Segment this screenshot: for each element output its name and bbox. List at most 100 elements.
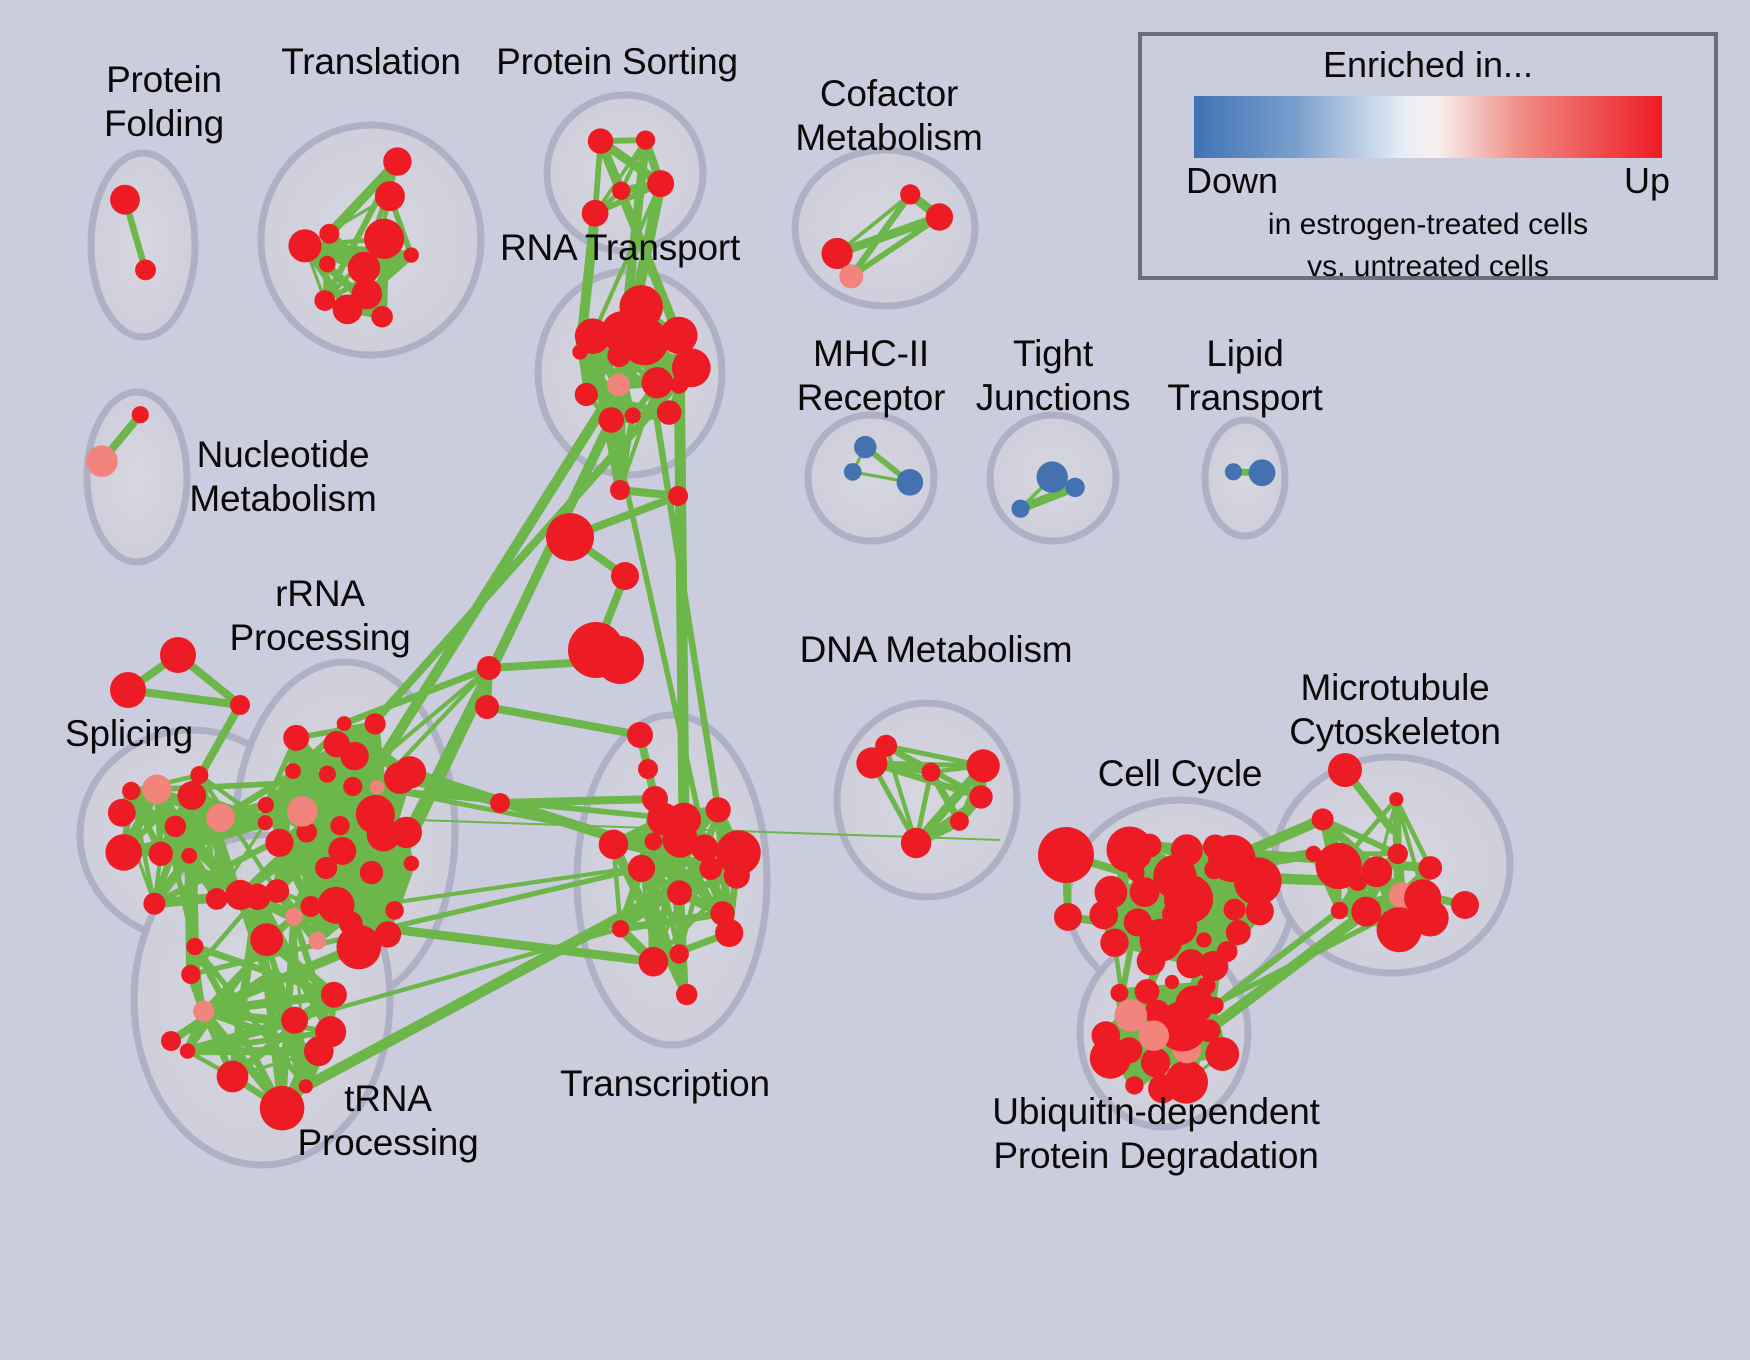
- network-node[interactable]: [374, 181, 405, 212]
- network-node[interactable]: [1224, 463, 1242, 481]
- network-node[interactable]: [265, 828, 294, 858]
- network-node[interactable]: [1196, 932, 1212, 948]
- network-node[interactable]: [716, 830, 761, 876]
- network-node[interactable]: [1170, 834, 1203, 867]
- network-node[interactable]: [574, 318, 611, 355]
- network-node[interactable]: [669, 944, 689, 964]
- network-node[interactable]: [587, 128, 614, 154]
- network-node[interactable]: [315, 856, 338, 880]
- network-node[interactable]: [403, 855, 420, 872]
- network-node[interactable]: [596, 636, 644, 684]
- network-node[interactable]: [966, 749, 1000, 783]
- network-node[interactable]: [1036, 461, 1068, 493]
- network-node[interactable]: [896, 469, 924, 496]
- network-node[interactable]: [323, 731, 350, 758]
- network-node[interactable]: [1311, 808, 1334, 831]
- network-node[interactable]: [1387, 843, 1408, 864]
- network-node[interactable]: [1054, 903, 1082, 931]
- network-node[interactable]: [676, 983, 698, 1006]
- network-node[interactable]: [705, 797, 731, 823]
- network-node[interactable]: [343, 776, 363, 797]
- network-node[interactable]: [821, 237, 853, 270]
- network-node[interactable]: [1100, 928, 1129, 957]
- network-node[interactable]: [839, 264, 864, 289]
- network-node[interactable]: [1038, 827, 1094, 883]
- network-node[interactable]: [624, 407, 641, 424]
- network-node[interactable]: [318, 765, 336, 783]
- network-node[interactable]: [403, 247, 419, 263]
- network-node[interactable]: [1138, 1020, 1170, 1051]
- network-node[interactable]: [635, 130, 656, 150]
- network-node[interactable]: [1376, 907, 1422, 953]
- network-node[interactable]: [1094, 875, 1128, 909]
- network-node[interactable]: [110, 184, 140, 215]
- network-node[interactable]: [336, 924, 382, 970]
- network-node[interactable]: [1225, 920, 1251, 945]
- network-node[interactable]: [1157, 1001, 1208, 1052]
- network-node[interactable]: [610, 480, 630, 500]
- network-node[interactable]: [581, 199, 609, 227]
- network-node[interactable]: [298, 1079, 313, 1094]
- network-node[interactable]: [285, 763, 301, 779]
- network-node[interactable]: [319, 223, 340, 244]
- network-node[interactable]: [328, 837, 357, 865]
- network-node[interactable]: [1089, 1037, 1131, 1079]
- network-node[interactable]: [475, 695, 499, 719]
- network-node[interactable]: [900, 827, 932, 859]
- network-node[interactable]: [644, 832, 663, 851]
- network-node[interactable]: [490, 793, 510, 813]
- network-node[interactable]: [281, 1006, 309, 1034]
- network-node[interactable]: [288, 229, 322, 263]
- network-node[interactable]: [347, 251, 381, 285]
- network-node[interactable]: [385, 901, 404, 920]
- network-node[interactable]: [641, 367, 673, 399]
- network-node[interactable]: [105, 834, 142, 871]
- network-node[interactable]: [572, 344, 588, 360]
- network-node[interactable]: [1110, 983, 1129, 1002]
- network-node[interactable]: [319, 255, 336, 273]
- network-node[interactable]: [143, 892, 166, 915]
- network-node[interactable]: [699, 857, 723, 880]
- network-node[interactable]: [1205, 1037, 1240, 1071]
- network-node[interactable]: [667, 880, 692, 906]
- network-node[interactable]: [875, 734, 898, 757]
- network-node[interactable]: [607, 373, 631, 397]
- network-node[interactable]: [257, 796, 274, 814]
- network-node[interactable]: [1330, 901, 1349, 920]
- network-node[interactable]: [1106, 826, 1153, 873]
- network-node[interactable]: [364, 218, 405, 259]
- network-node[interactable]: [856, 747, 888, 779]
- network-node[interactable]: [477, 656, 501, 680]
- network-node[interactable]: [370, 780, 385, 795]
- network-node[interactable]: [1125, 1076, 1144, 1095]
- network-node[interactable]: [854, 435, 877, 459]
- network-node[interactable]: [300, 896, 322, 917]
- network-node[interactable]: [371, 305, 393, 328]
- network-node[interactable]: [1129, 877, 1160, 907]
- network-node[interactable]: [574, 382, 598, 407]
- network-node[interactable]: [1176, 949, 1206, 979]
- network-node[interactable]: [900, 184, 921, 205]
- network-node[interactable]: [627, 854, 656, 883]
- network-node[interactable]: [181, 847, 198, 864]
- network-node[interactable]: [921, 762, 941, 782]
- network-node[interactable]: [619, 285, 663, 329]
- network-node[interactable]: [1233, 857, 1282, 906]
- network-node[interactable]: [607, 343, 631, 368]
- network-node[interactable]: [286, 796, 318, 827]
- network-node[interactable]: [336, 716, 352, 731]
- network-node[interactable]: [612, 181, 631, 200]
- network-node[interactable]: [1198, 951, 1229, 982]
- network-node[interactable]: [611, 562, 639, 590]
- network-node[interactable]: [366, 817, 401, 852]
- network-node[interactable]: [925, 203, 954, 231]
- network-node[interactable]: [1328, 753, 1362, 787]
- network-node[interactable]: [620, 317, 669, 366]
- network-node[interactable]: [598, 829, 629, 860]
- network-node[interactable]: [86, 445, 118, 478]
- network-node[interactable]: [320, 981, 347, 1008]
- network-node[interactable]: [1123, 908, 1152, 937]
- network-node[interactable]: [330, 816, 350, 836]
- network-node[interactable]: [315, 1016, 347, 1048]
- network-node[interactable]: [296, 821, 318, 843]
